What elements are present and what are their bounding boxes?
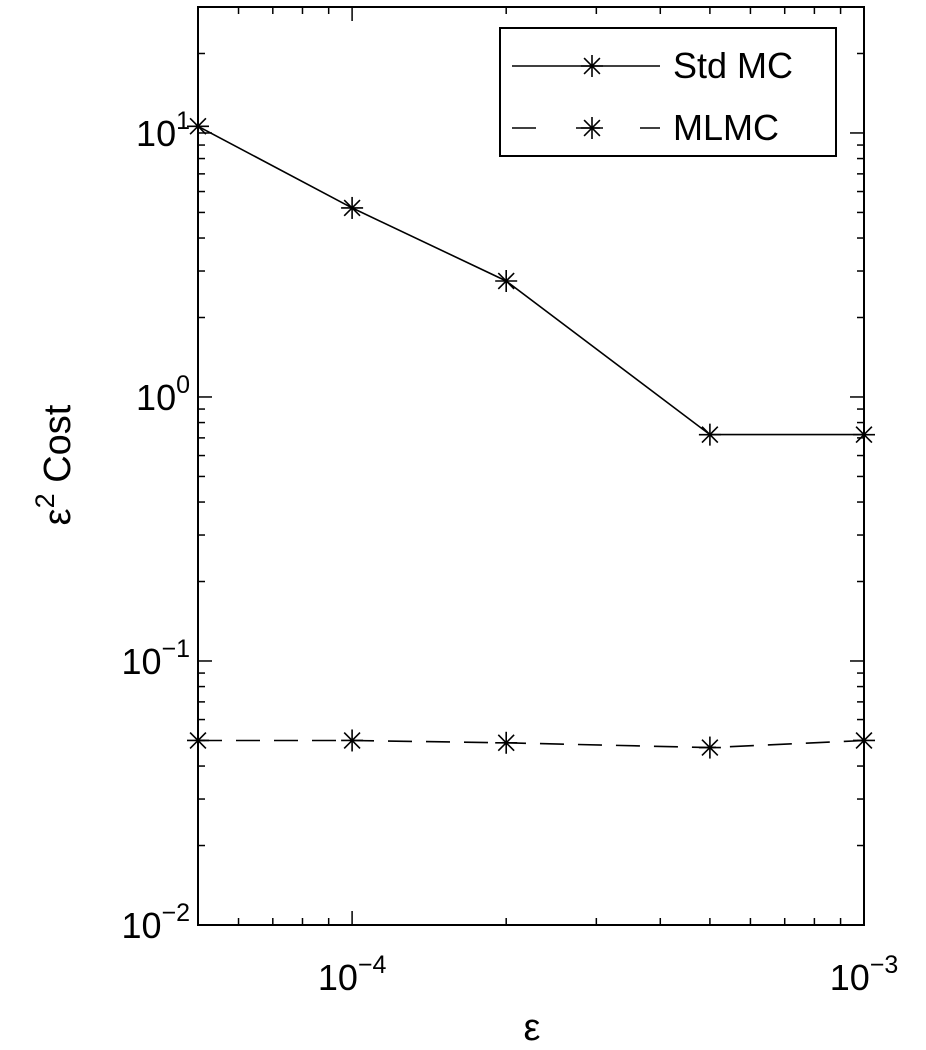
data-point-mlmc <box>341 729 364 752</box>
x-tick-label: 10−4 <box>318 951 387 998</box>
x-tick-label-exp: −4 <box>358 951 387 979</box>
y-tick-label-exp: −1 <box>161 635 190 663</box>
legend-entry-std-mc: Std MC <box>512 45 793 86</box>
y-tick-label: 101 <box>136 107 190 154</box>
series-std-mc <box>187 115 875 446</box>
y-tick-label-base: 10 <box>136 113 176 154</box>
data-point-std-mc <box>698 423 721 446</box>
legend: Std MC MLMC <box>499 27 837 157</box>
x-axis-label: ε <box>524 1007 541 1049</box>
y-tick-label: 100 <box>136 371 190 418</box>
y-axis-label: ε2 Cost <box>30 404 79 525</box>
legend-entry-mlmc: MLMC <box>512 107 779 148</box>
legend-marker-std-mc <box>581 55 603 77</box>
y-tick-label-base: 10 <box>121 905 161 946</box>
legend-box <box>499 27 837 157</box>
x-tick-label-exp: −3 <box>870 951 899 979</box>
data-point-mlmc <box>495 731 518 754</box>
x-tick-label-base: 10 <box>318 957 358 998</box>
y-tick-label-exp: −2 <box>161 899 190 927</box>
y-axis-label-sup: 2 <box>30 493 60 508</box>
series-mlmc <box>187 729 875 759</box>
y-tick-label-base: 10 <box>121 641 161 682</box>
data-point-mlmc <box>698 736 721 759</box>
y-axis-label-prefix: ε <box>37 508 79 525</box>
legend-label-mlmc: MLMC <box>673 107 779 148</box>
series-layer <box>187 115 875 759</box>
series-line-mlmc <box>198 739 865 749</box>
x-tick-label-base: 10 <box>830 957 870 998</box>
data-point-std-mc <box>341 196 364 219</box>
y-axis-label-suffix: Cost <box>37 404 79 493</box>
y-tick-label-exp: 0 <box>176 371 190 399</box>
y-tick-label-base: 10 <box>136 377 176 418</box>
y-tick-label: 10−1 <box>121 635 190 682</box>
series-line-std-mc <box>197 125 864 436</box>
legend-label-std-mc: Std MC <box>673 45 793 86</box>
plot-area-frame <box>197 6 865 926</box>
y-tick-label: 10−2 <box>121 899 190 946</box>
y-tick-label-exp: 1 <box>176 107 190 135</box>
legend-marker-mlmc <box>581 117 603 139</box>
data-point-std-mc <box>495 269 518 292</box>
x-tick-label: 10−3 <box>830 951 899 998</box>
